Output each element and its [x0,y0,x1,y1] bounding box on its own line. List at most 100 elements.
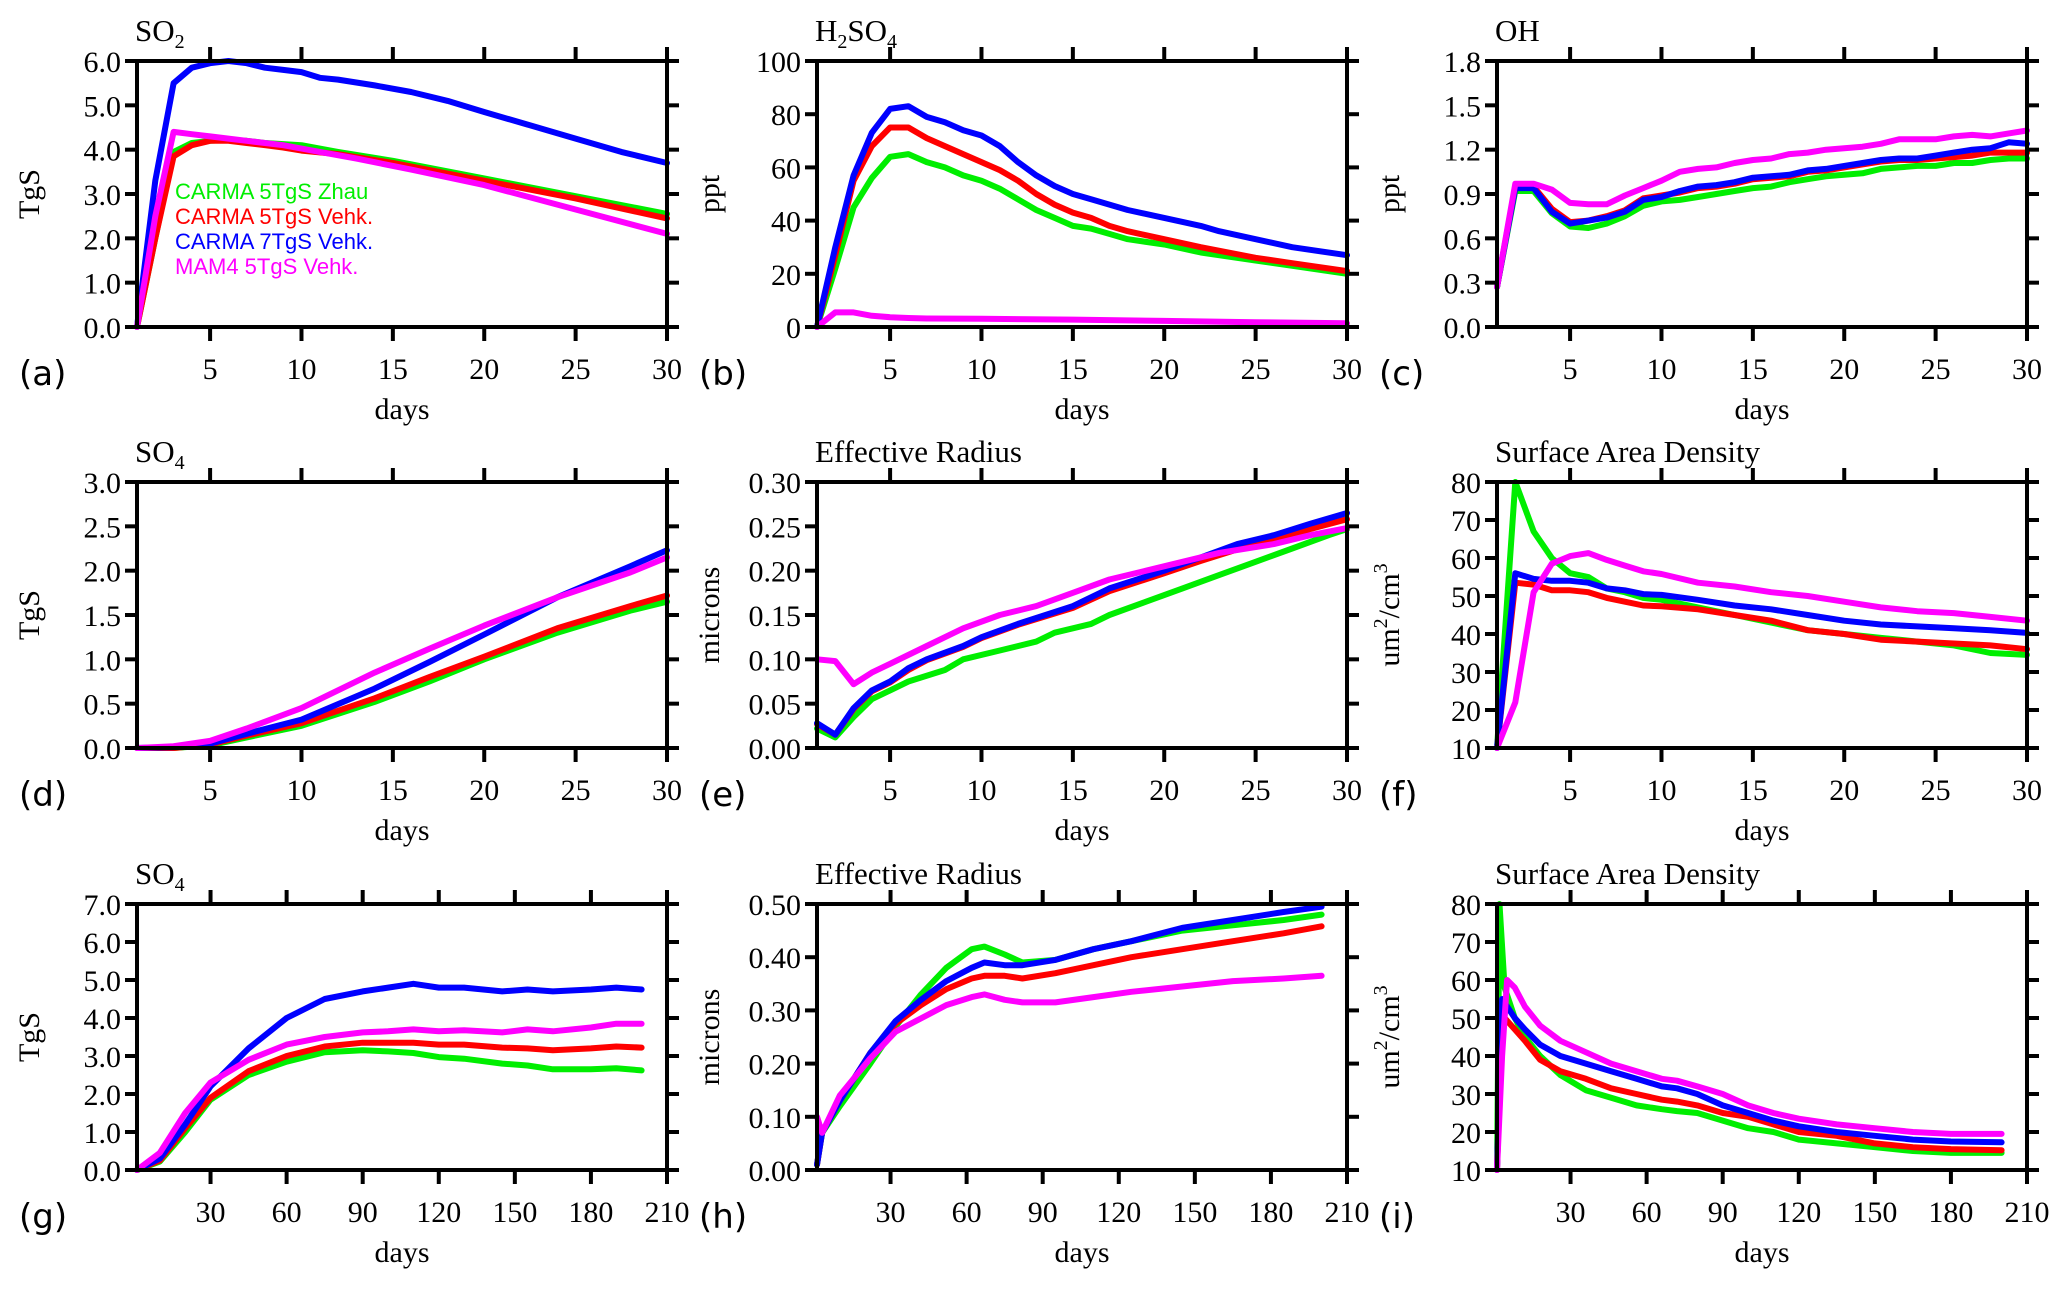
y-tick-label: 80 [1451,467,1481,500]
y-tick-label: 1.5 [1444,90,1482,123]
panel-c: 5 10 15 20 25 30 0.0 0.3 0.6 0.9 1.2 1.5 1.8 OH days pp… [1373,13,2042,426]
panel-h: 30 60 90 120 150 180 210 0.00 0.10 0.20 0.30 0.40 0.… [693,856,1370,1269]
x-tick-label: 90 [1028,1196,1058,1229]
y-tick-label: 80 [771,99,801,132]
y-tick-label: 0.6 [1444,223,1482,256]
x-tick-label: 5 [1563,774,1578,807]
y-tick-label: 6.0 [84,927,122,960]
x-tick-label: 180 [568,1196,613,1229]
panel-f: 5 10 15 20 25 30 10 20 30 40 50 60 70 80 Surface Area … [1370,434,2042,847]
series-line-mam4-5tgs-vehk [814,972,1325,1136]
y-tick-label: 40 [1451,1041,1481,1074]
x-axis-label: days [1735,1236,1790,1269]
panel-title-part: SO [135,434,175,469]
y-tick-label: 4.0 [84,1003,122,1036]
x-tick-label: 150 [1852,1196,1897,1229]
series-line-carma-5tgs-vehk [134,592,670,751]
series-line-carma-5tgs-zhau [134,1047,645,1173]
x-tick-label: 30 [1556,1196,1586,1229]
x-tick-label: 210 [645,1196,690,1229]
y-tick-label: 0.30 [749,467,802,500]
series-line-mam4-5tgs-vehk [1494,977,2005,1173]
panel-title-part: H [815,13,837,48]
y-tick-label: 0.0 [84,733,122,766]
series-line-carma-5tgs-vehk [814,923,1325,1168]
x-tick-label: 10 [966,353,996,386]
panel-title-part: Effective Radius [815,434,1022,469]
y-tick-label: 20 [771,259,801,292]
x-tick-label: 180 [1248,1196,1293,1229]
x-tick-label: 25 [1241,774,1271,807]
legend-entry: CARMA 5TgS Vehk. [175,204,373,229]
x-tick-label: 5 [883,353,898,386]
series-line-mam4-5tgs-vehk [134,128,670,330]
series-line-mam4-5tgs-vehk [814,525,1350,688]
legend-entry: CARMA 7TgS Vehk. [175,229,373,254]
series-line-carma-5tgs-zhau [814,151,1350,330]
panel-title-part: 4 [175,452,185,474]
x-tick-label: 15 [1058,353,1088,386]
panel-title-part: OH [1495,13,1540,48]
y-tick-label: 10 [1451,1155,1481,1188]
y-tick-label: 100 [756,46,801,79]
panel-i: 30 60 90 120 150 180 210 10 20 30 40 50 60 70 80 Surfac… [1370,856,2050,1269]
y-tick-label: 0.50 [749,889,802,922]
x-tick-label: 90 [348,1196,378,1229]
panel-title-part: 4 [887,31,897,53]
y-tick-label: 30 [1451,657,1481,690]
panel-letter: (a) [19,354,66,394]
y-tick-label: 0.5 [84,689,122,722]
y-tick-label: 1.0 [84,1117,122,1150]
y-tick-label: 0.10 [749,644,802,677]
y-tick-label: 0 [786,312,801,345]
y-tick-label: 1.2 [1444,135,1482,168]
panel-title: SO4 [135,856,185,896]
x-tick-label: 60 [272,1196,302,1229]
x-tick-label: 20 [1149,774,1179,807]
series-line-carma-5tgs-zhau [1494,155,2030,291]
x-tick-label: 30 [652,353,682,386]
panel-a: 5 10 15 20 25 30 0.0 1.0 2.0 3.0 4.0 5.0 6.0 SO2 days T… [13,13,682,426]
series-line-carma-7tgs-vehk [134,547,670,751]
y-tick-label: 0.20 [749,556,802,589]
panel-d: 5 10 15 20 25 30 0.0 0.5 1.0 1.5 2.0 2.5 3.0 SO4 days T… [13,434,682,847]
y-tick-label: 50 [1451,1003,1481,1036]
y-tick-label: 0.00 [749,733,802,766]
y-tick-label: 30 [1451,1079,1481,1112]
y-tick-label: 4.0 [84,135,122,168]
x-tick-label: 20 [469,774,499,807]
y-tick-label: 60 [771,152,801,185]
panel-title: SO4 [135,434,185,474]
x-axis-label: days [375,814,430,847]
x-tick-label: 5 [203,774,218,807]
x-axis-label: days [375,1236,430,1269]
panel-title: Effective Radius [815,856,1022,891]
x-axis-label: days [1055,814,1110,847]
y-tick-label: 70 [1451,505,1481,538]
x-tick-label: 5 [1563,353,1578,386]
panel-e: 5 10 15 20 25 30 0.00 0.05 0.10 0.15 0.20 0.25 0.30 E… [693,434,1362,847]
panel-title-part: 2 [175,31,185,53]
x-axis-label: days [1735,814,1790,847]
x-tick-label: 15 [1058,774,1088,807]
plot-frame [1495,480,2029,750]
panel-title-part: SO [847,13,887,48]
x-tick-label: 150 [1172,1196,1217,1229]
panel-title-part: 4 [175,874,185,896]
y-tick-label: 0.00 [749,1155,802,1188]
panel-letter: (c) [1379,354,1424,394]
panel-title-part: 2 [837,31,847,53]
panel-title-part: Effective Radius [815,856,1022,891]
panel-letter: (g) [19,1197,67,1237]
x-tick-label: 120 [1096,1196,1141,1229]
x-tick-label: 5 [883,774,898,807]
y-tick-label: 2.0 [84,223,122,256]
x-tick-label: 120 [1776,1196,1821,1229]
y-axis-label-part: /cm [1373,995,1406,1040]
series-line-carma-7tgs-vehk [814,510,1350,738]
x-tick-label: 25 [1241,353,1271,386]
x-tick-label: 25 [561,353,591,386]
x-tick-label: 30 [196,1196,226,1229]
panel-title: H2SO4 [815,13,897,53]
y-tick-label: 3.0 [84,179,122,212]
